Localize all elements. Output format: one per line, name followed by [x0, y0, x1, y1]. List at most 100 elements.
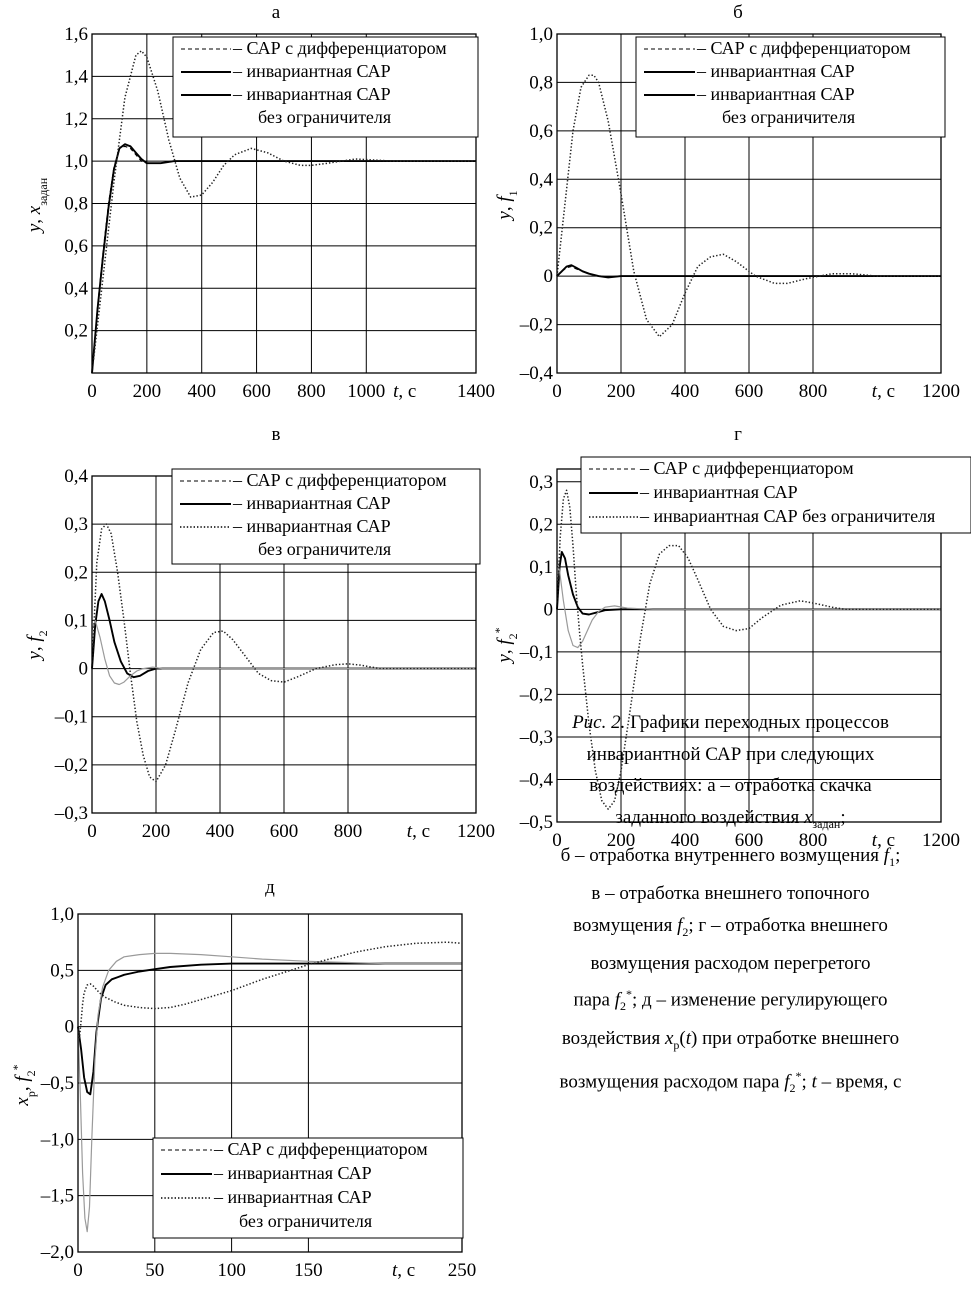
legend-box: [171, 468, 481, 565]
legend-box: [635, 36, 946, 138]
legend-label: без ограничителя: [239, 1211, 372, 1231]
chart-d: д –2,0 –1,5 –1,0 –0,5 0 0,5 1,0 0 50 100 150 250 t, с…: [10, 877, 476, 1281]
y-tick-label: 1,0: [64, 151, 88, 172]
y-axis-label: y, xзадан: [24, 177, 50, 234]
x-tick-label: 600: [735, 381, 764, 402]
y-tick-label: 1,0: [50, 904, 74, 925]
y-axis-label-part: 2: [36, 630, 50, 636]
x-axis-label-var: t: [872, 381, 878, 402]
legend-label: – инвариантная САР: [232, 493, 391, 513]
y-tick-label: 0,6: [529, 121, 553, 142]
series-line-g-gray: [556, 558, 941, 649]
series-line-b-dotted: [556, 74, 941, 338]
caption-line-5: б – отработка внутреннего возмущения f1;: [560, 844, 901, 869]
legend-label: – САР с дифференциатором: [232, 38, 447, 58]
x-axis-label-unit: , с: [398, 381, 416, 402]
series-line-a-dotted: [91, 50, 476, 374]
legend-label: – инвариантная САР: [696, 84, 855, 104]
x-tick-label: 0: [73, 1260, 83, 1281]
y-axis-label-part: y: [494, 211, 515, 222]
x-tick-label: 200: [607, 830, 636, 851]
x-axis-label-unit: , с: [877, 381, 895, 402]
y-tick-label: –0,2: [54, 755, 88, 776]
series-line-a-dashed: [91, 145, 476, 374]
x-tick-label: 400: [671, 830, 700, 851]
x-axis-label: t, с: [393, 381, 416, 402]
x-tick-label: 50: [145, 1260, 164, 1281]
x-tick-label: 0: [87, 381, 97, 402]
y-axis-label-part: x: [12, 1097, 33, 1107]
x-tick-label: 400: [206, 821, 235, 842]
y-tick-label: 1,2: [64, 109, 88, 130]
y-axis-label-part: f: [494, 637, 515, 645]
x-tick-label: 600: [242, 381, 271, 402]
x-tick-label: 200: [133, 381, 162, 402]
y-tick-label: 0,2: [529, 514, 553, 535]
y-axis-label-part: 2: [506, 633, 520, 639]
legend-label: – инвариантная САР: [639, 482, 798, 502]
caption-line-1: Рис. 2. Графики переходных процессов: [572, 712, 889, 733]
plot-frame: [77, 913, 463, 1253]
x-axis-label-unit: , с: [412, 821, 430, 842]
x-axis-label: t, с: [872, 830, 895, 851]
x-axis-label: t, с: [392, 1260, 415, 1281]
y-tick-label: 0,1: [529, 557, 553, 578]
caption-line-7: возмущения f2; г – отработка внешнего: [573, 914, 888, 939]
x-axis-label-var: t: [393, 381, 399, 402]
y-tick-label: 0,4: [529, 169, 553, 190]
panel-label-d: д: [265, 877, 275, 898]
legend-box: [152, 1137, 464, 1239]
x-axis-label-var: t: [872, 830, 878, 851]
x-tick-label: 0: [552, 830, 562, 851]
y-tick-label: –0,2: [519, 315, 553, 336]
chart-a: а 0,2 0,4 0,6 0,8 1,0 1,2 1,4 1,6 0 200 400 600 800 10…: [24, 2, 495, 402]
y-axis-label-part: 2: [24, 1070, 38, 1076]
panel-label-b: б: [733, 2, 743, 23]
y-tick-label: 0,5: [50, 960, 74, 981]
x-tick-label: 400: [187, 381, 216, 402]
y-axis-label-part: y: [24, 651, 45, 662]
y-tick-label: –0,2: [519, 684, 553, 705]
x-tick-label: 1200: [922, 830, 960, 851]
y-axis-label-part: x: [24, 205, 45, 215]
x-axis-label: t, с: [407, 821, 430, 842]
caption-line-8: возмущения расходом перегретого: [590, 952, 871, 974]
legend-label: – САР с дифференциатором: [639, 458, 854, 478]
y-axis-label-part: ,: [24, 214, 45, 224]
y-axis-label-part: р: [24, 1091, 38, 1097]
y-tick-label: 0,2: [64, 562, 88, 583]
series-line-d-gray: [77, 952, 462, 1233]
y-tick-label: 0,3: [529, 472, 553, 493]
y-axis-label: y, f2: [24, 630, 50, 661]
y-tick-label: –0,3: [54, 803, 88, 824]
y-axis-label: y, f2*: [492, 627, 520, 664]
x-tick-label: 800: [334, 821, 363, 842]
y-tick-label: 0,8: [64, 194, 88, 215]
y-tick-label: –0,5: [40, 1073, 74, 1094]
legend-box: [580, 456, 971, 534]
legend-box: [172, 36, 479, 138]
x-axis-label-var: t: [392, 1260, 398, 1281]
legend-label: – инвариантная САР: [232, 516, 391, 536]
y-tick-label: –0,4: [519, 769, 554, 790]
legend-label: – инвариантная САР: [232, 84, 391, 104]
chart-b: б –0,4 –0,2 0 0,2 0,4 0,6 0,8 1,0 0 200 400 600 800 12…: [494, 2, 960, 402]
legend-label: – инвариантная САР: [232, 61, 391, 81]
x-tick-label: 1200: [457, 821, 495, 842]
plot-frame: [91, 33, 477, 374]
plot-frame: [556, 33, 942, 374]
y-tick-label: 0,4: [64, 466, 88, 487]
x-axis-label: t, с: [872, 381, 895, 402]
panel-label-g: г: [734, 424, 742, 445]
x-tick-label: 600: [270, 821, 299, 842]
x-tick-label: 150: [294, 1260, 323, 1281]
y-tick-label: 0,1: [64, 610, 88, 631]
y-tick-label: –0,3: [519, 727, 553, 748]
y-axis-label-part: *: [10, 1064, 24, 1070]
panel-label-v: в: [272, 424, 281, 445]
series-line-g-solid: [556, 550, 941, 616]
x-tick-label: 800: [297, 381, 326, 402]
x-tick-label: 800: [799, 830, 828, 851]
legend-label: без ограничителя: [722, 107, 855, 127]
